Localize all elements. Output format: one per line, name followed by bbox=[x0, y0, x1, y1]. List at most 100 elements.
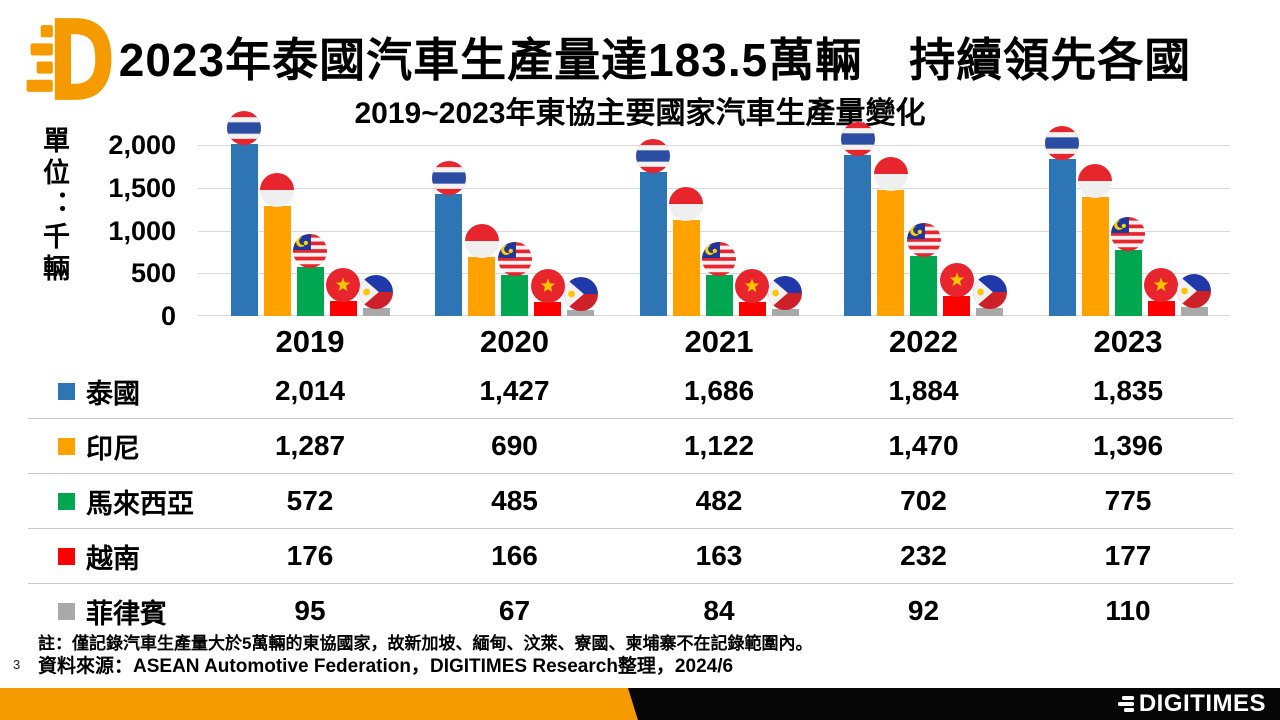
legend-label: 泰國 bbox=[86, 378, 140, 409]
bar-vietnam-2020 bbox=[534, 302, 561, 316]
y-axis-tick: 2,000 bbox=[108, 130, 176, 160]
indonesia-flag-icon bbox=[260, 173, 294, 207]
bar-philippines-2020 bbox=[567, 310, 594, 316]
bar-philippines-2019 bbox=[362, 308, 390, 316]
vietnam-flag-icon bbox=[1144, 268, 1178, 302]
legend-swatch bbox=[58, 602, 75, 620]
value-cell: 166 bbox=[491, 540, 538, 571]
value-cell: 176 bbox=[286, 540, 334, 571]
footer-brand-text: DIGITIMES bbox=[1138, 690, 1266, 717]
bar-vietnam-2019 bbox=[329, 301, 357, 316]
legend-label: 菲律賓 bbox=[86, 598, 167, 629]
philippines-flag-icon bbox=[1177, 274, 1211, 308]
y-axis-tick: 0 bbox=[160, 301, 176, 331]
bar-vietnam-2022 bbox=[943, 296, 970, 316]
legend-swatch bbox=[58, 437, 75, 455]
production-table: 泰國 2,014 1,427 1,686 1,884 1,835 印尼 1,287 690 1,1… bbox=[28, 364, 1233, 638]
bar-indonesia-2022 bbox=[877, 190, 904, 316]
value-cell: 1,396 bbox=[1092, 430, 1164, 461]
table-row: 菲律賓 95 67 84 92 110 bbox=[28, 583, 1233, 638]
value-cell: 2,014 bbox=[274, 375, 346, 406]
bar-malaysia-2022 bbox=[910, 256, 937, 316]
x-axis-label-2020: 2020 bbox=[480, 324, 549, 359]
bar-thailand-2020 bbox=[435, 194, 462, 316]
indonesia-flag-icon bbox=[873, 157, 908, 191]
table-row: 越南 176 166 163 232 177 bbox=[28, 528, 1233, 583]
philippines-flag-icon bbox=[359, 275, 393, 309]
legend-swatch bbox=[58, 547, 75, 565]
speed-lines-icon bbox=[1117, 696, 1134, 712]
philippines-flag-icon bbox=[768, 276, 802, 310]
value-cell: 485 bbox=[491, 485, 538, 516]
bar-philippines-2023 bbox=[1180, 307, 1208, 316]
note-text: 註：僅記錄汽車生產量大於5萬輛的東協國家，故新加坡、緬甸、汶萊、寮國、柬埔寨不在… bbox=[38, 634, 813, 653]
bar-indonesia-2019 bbox=[263, 206, 291, 316]
value-cell: 1,884 bbox=[888, 375, 959, 406]
bar-thailand-2021 bbox=[639, 172, 667, 316]
bar-group-2021 bbox=[636, 139, 802, 316]
x-axis-label-2019: 2019 bbox=[275, 324, 345, 359]
x-axis-label-2022: 2022 bbox=[889, 324, 958, 359]
thailand-flag-icon bbox=[227, 111, 261, 145]
value-cell: 1,427 bbox=[479, 375, 550, 406]
malaysia-flag-icon bbox=[293, 234, 327, 268]
bar-thailand-2022 bbox=[844, 155, 871, 316]
value-cell: 177 bbox=[1104, 540, 1152, 571]
legend-label: 印尼 bbox=[86, 433, 140, 464]
value-cell: 232 bbox=[900, 540, 947, 571]
value-cell: 110 bbox=[1105, 595, 1151, 626]
chart-subtitle: 2019~2023年東協主要國家汽車生產量變化 bbox=[354, 97, 926, 130]
bar-philippines-2021 bbox=[771, 309, 799, 316]
bar-group-2023 bbox=[1045, 126, 1211, 316]
x-axis-label-2021: 2021 bbox=[684, 324, 754, 359]
philippines-flag-icon bbox=[972, 275, 1007, 309]
value-cell: 95 bbox=[294, 595, 326, 626]
malaysia-flag-icon bbox=[906, 223, 941, 257]
thailand-flag-icon bbox=[1045, 126, 1079, 160]
value-cell: 690 bbox=[491, 430, 538, 461]
value-cell: 482 bbox=[695, 485, 743, 516]
bar-malaysia-2019 bbox=[296, 267, 324, 316]
table-row: 印尼 1,287 690 1,122 1,470 1,396 bbox=[28, 418, 1233, 473]
indonesia-flag-icon bbox=[669, 187, 703, 221]
footer-bar: DIGITIMES bbox=[0, 688, 1280, 720]
bar-vietnam-2021 bbox=[738, 302, 766, 316]
bar-thailand-2019 bbox=[230, 144, 258, 316]
bar-indonesia-2021 bbox=[672, 220, 700, 316]
table-row: 馬來西亞 572 485 482 702 775 bbox=[28, 473, 1233, 528]
bar-group-2022 bbox=[840, 122, 1007, 316]
malaysia-flag-icon bbox=[497, 242, 532, 276]
table-row: 泰國 2,014 1,427 1,686 1,884 1,835 bbox=[28, 364, 1233, 418]
bar-thailand-2023 bbox=[1048, 159, 1076, 316]
thailand-flag-icon bbox=[840, 122, 875, 156]
gridline bbox=[198, 187, 1230, 189]
y-axis-unit-label: 單位：千輛 bbox=[39, 126, 69, 286]
gridline bbox=[198, 230, 1230, 232]
source-text: 資料來源：ASEAN Automotive Federation，DIGITIM… bbox=[38, 656, 734, 677]
x-axis-label-2023: 2023 bbox=[1093, 324, 1163, 359]
bar-malaysia-2021 bbox=[705, 275, 733, 316]
footer-dark-bar: DIGITIMES bbox=[627, 688, 1280, 720]
value-cell: 67 bbox=[498, 595, 531, 626]
legend-label: 越南 bbox=[86, 543, 140, 574]
bar-group-2019 bbox=[227, 111, 393, 316]
bar-indonesia-2020 bbox=[468, 257, 495, 316]
bar-group-2020 bbox=[431, 145, 598, 316]
thailand-flag-icon bbox=[636, 139, 670, 173]
digitimes-logo-icon bbox=[26, 18, 112, 100]
value-cell: 1,686 bbox=[683, 375, 755, 406]
value-cell: 1,287 bbox=[274, 430, 346, 461]
vietnam-flag-icon bbox=[735, 269, 769, 303]
plot-area: 2019 2020 2021 2022 bbox=[198, 111, 1230, 359]
value-cell: 92 bbox=[907, 595, 940, 626]
value-cell: 1,835 bbox=[1092, 375, 1164, 406]
thailand-flag-icon bbox=[431, 161, 466, 195]
malaysia-flag-icon bbox=[1111, 217, 1145, 251]
vietnam-flag-icon bbox=[530, 269, 565, 303]
value-cell: 702 bbox=[900, 485, 947, 516]
vietnam-flag-icon bbox=[939, 263, 974, 297]
value-cell: 572 bbox=[286, 485, 334, 516]
bar-philippines-2022 bbox=[976, 308, 1003, 316]
value-cell: 163 bbox=[695, 540, 743, 571]
